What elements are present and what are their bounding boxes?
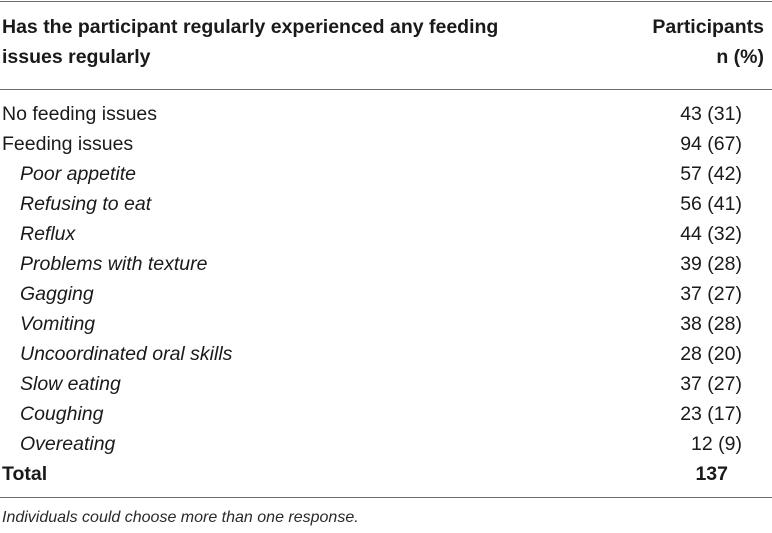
row-value: 37 (27)	[680, 373, 742, 395]
total-value: 137	[695, 463, 728, 485]
row-value: 37 (27)	[680, 283, 742, 305]
row-value: 57 (42)	[680, 163, 742, 185]
table-row: Feeding issues 94 (67)	[0, 129, 772, 159]
row-label: No feeding issues	[2, 103, 158, 125]
row-label: Gagging	[20, 283, 94, 305]
table-row: Vomiting 38 (28)	[0, 309, 772, 339]
row-value: 44 (32)	[680, 223, 742, 245]
row-label: Problems with texture	[20, 253, 208, 275]
table-row: Overeating 12 (9)	[0, 429, 772, 459]
row-label: Refusing to eat	[20, 193, 152, 215]
row-value: 43 (31)	[680, 103, 742, 125]
table-top-rule	[0, 1, 772, 2]
table-bottom-rule	[0, 497, 772, 498]
row-value: 28 (20)	[680, 343, 742, 365]
total-label: Total	[2, 463, 48, 485]
table-row: Coughing 23 (17)	[0, 399, 772, 429]
row-label: Slow eating	[20, 373, 121, 395]
row-label: Vomiting	[20, 313, 96, 335]
table-row: Problems with texture 39 (28)	[0, 249, 772, 279]
table-body: No feeding issues 43 (31) Feeding issues…	[0, 99, 772, 489]
row-value: 12 (9)	[691, 433, 742, 455]
table-row: Slow eating 37 (27)	[0, 369, 772, 399]
row-value: 39 (28)	[680, 253, 742, 275]
row-label: Overeating	[20, 433, 116, 455]
row-label: Coughing	[20, 403, 104, 425]
row-value: 23 (17)	[680, 403, 742, 425]
table-row: Poor appetite 57 (42)	[0, 159, 772, 189]
row-label: Reflux	[20, 223, 76, 245]
row-value: 38 (28)	[680, 313, 742, 335]
column-header-question-line2: issues regularly	[2, 46, 151, 68]
table-footnote: Individuals could choose more than one r…	[2, 509, 359, 526]
table-row: Refusing to eat 56 (41)	[0, 189, 772, 219]
row-label: Uncoordinated oral skills	[20, 343, 233, 365]
column-header-participants-line1: Participants	[652, 16, 764, 38]
column-header-participants-line2: n (%)	[716, 46, 764, 68]
header-divider-rule	[0, 89, 772, 90]
column-header-question: Has the participant regularly experience…	[2, 12, 602, 72]
table-row: No feeding issues 43 (31)	[0, 99, 772, 129]
table-row: Reflux 44 (32)	[0, 219, 772, 249]
row-label: Feeding issues	[2, 133, 134, 155]
table-row: Gagging 37 (27)	[0, 279, 772, 309]
table-total-row: Total 137	[0, 459, 772, 489]
column-header-participants: Participants n (%)	[652, 12, 764, 72]
row-value: 56 (41)	[680, 193, 742, 215]
column-header-question-line1: Has the participant regularly experience…	[2, 16, 499, 38]
row-value: 94 (67)	[680, 133, 742, 155]
table-row: Uncoordinated oral skills 28 (20)	[0, 339, 772, 369]
row-label: Poor appetite	[20, 163, 137, 185]
